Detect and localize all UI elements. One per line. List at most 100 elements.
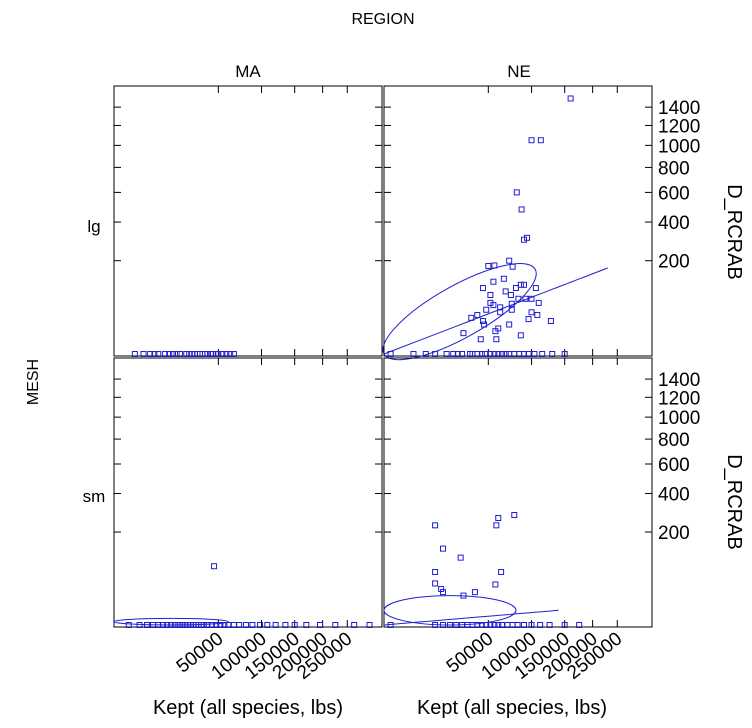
fit-line [383,609,559,626]
x-axis-label-ne: Kept (all species, lbs) [417,697,607,719]
data-point [136,622,143,628]
data-point [515,295,522,302]
y-tick-label: 800 [658,158,690,179]
data-point [498,569,505,576]
y-tick-label: 1400 [658,370,700,391]
data-point [159,622,166,628]
data-point [264,622,271,628]
data-point [487,622,494,628]
data-point [491,622,498,628]
y-tick-label: 400 [658,213,690,234]
panel-ma-lg [113,85,383,357]
data-point [520,622,527,628]
data-point [567,95,574,102]
data-point [513,189,520,196]
data-point [500,275,507,282]
data-point [272,622,279,628]
data-point [524,234,531,241]
data-point [171,622,178,628]
y-tick-label: 1000 [658,408,700,429]
y-axis-label-sm: D_RCRAB [723,454,745,550]
data-point [518,206,525,213]
data-point [178,622,185,628]
data-point [502,351,509,357]
data-point [200,622,207,628]
y-tick-label: 400 [658,485,690,506]
data-point [459,351,466,357]
data-point [164,622,171,628]
data-point [213,351,220,357]
data-point [491,351,498,357]
data-point [131,351,138,357]
data-point [477,336,484,343]
data-point [213,622,220,628]
data-point [230,351,237,357]
mesh-label: MESH [25,359,42,405]
panel-frame [383,357,653,628]
y-tick-label: 1200 [658,116,700,137]
data-point [479,318,486,325]
data-point [483,622,490,628]
panel-frame [113,357,383,628]
data-point [528,295,535,302]
data-point [509,263,516,270]
data-point [468,314,475,321]
data-point [155,351,162,357]
x-axis-label-ma: Kept (all species, lbs) [153,697,343,719]
data-point [483,306,490,313]
data-point [175,622,182,628]
data-point [493,522,500,529]
data-point [495,622,502,628]
data-point [432,522,439,529]
data-point [479,285,486,292]
data-point [490,278,497,285]
data-point [181,622,188,628]
data-point [537,137,544,144]
data-point [520,236,527,243]
data-point [506,257,513,264]
data-point [522,295,529,302]
data-point [506,321,513,328]
data-point [499,351,506,357]
data-point [242,622,249,628]
data-point [219,351,226,357]
data-point [221,622,228,628]
data-point [201,351,208,357]
y-tick-label: 600 [658,455,690,476]
y-tick-label: 200 [658,523,690,544]
data-point [422,351,429,357]
data-point [147,351,154,357]
data-point [162,351,169,357]
row-header-sm: sm [83,487,106,506]
data-point [460,592,467,599]
data-point [173,351,180,357]
data-point [257,622,264,628]
data-point [531,351,538,357]
data-point [440,622,447,628]
confidence-ellipse [113,617,229,626]
data-point [303,622,310,628]
data-point [528,622,535,628]
y-tick-label: 200 [658,252,690,273]
data-point [387,622,394,628]
data-point [549,351,556,357]
data-point [487,351,494,357]
data-point [432,622,439,628]
confidence-ellipse [383,595,517,626]
data-point [317,622,324,628]
y-tick-label: 1400 [658,98,700,119]
data-point [517,332,524,339]
data-point [497,304,504,311]
data-point [528,137,535,144]
data-point [366,622,373,628]
data-point [151,351,158,357]
data-point [492,581,499,588]
data-point [547,318,554,325]
data-point [387,351,394,357]
data-point [493,336,500,343]
y-tick-label: 1200 [658,388,700,409]
data-point [490,302,497,309]
y-tick-label: 800 [658,430,690,451]
